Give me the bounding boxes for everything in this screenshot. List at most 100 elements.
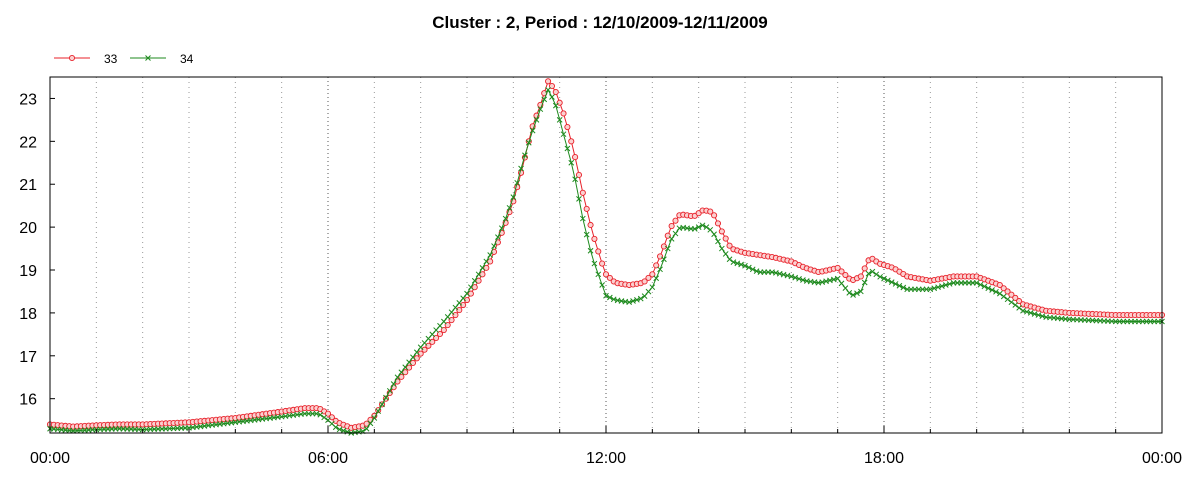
- data-point: [850, 292, 856, 298]
- data-point: [718, 245, 725, 252]
- data-point: [834, 275, 841, 282]
- data-point: [599, 282, 605, 288]
- data-point: [645, 274, 652, 281]
- data-point: [842, 285, 849, 291]
- data-point: [487, 252, 494, 258]
- data-point: [328, 414, 335, 421]
- data-point: [522, 152, 528, 159]
- data-point: [421, 346, 428, 353]
- data-point: [661, 256, 667, 263]
- data-point: [660, 243, 667, 250]
- y-tick-label: 22: [19, 134, 37, 151]
- data-point: [703, 224, 710, 230]
- x-tick-label: 12:00: [586, 450, 626, 467]
- data-point: [634, 296, 640, 303]
- x-tick-label: 00:00: [30, 450, 70, 467]
- data-point: [668, 222, 675, 230]
- data-point: [502, 215, 509, 222]
- data-point: [1012, 294, 1019, 301]
- data-point: [379, 401, 385, 408]
- data-point: [336, 426, 343, 433]
- data-point: [467, 290, 474, 297]
- data-point: [881, 275, 887, 282]
- data-point: [572, 176, 578, 183]
- data-point: [552, 102, 559, 109]
- data-point: [324, 410, 332, 417]
- data-point: [572, 154, 579, 161]
- series-layer: [46, 78, 1166, 436]
- data-point: [402, 364, 409, 371]
- data-point: [649, 284, 656, 291]
- data-point: [888, 279, 895, 286]
- data-point: [730, 259, 737, 266]
- data-point: [834, 264, 841, 271]
- data-point: [672, 217, 679, 224]
- data-point: [344, 428, 351, 435]
- data-point: [1004, 288, 1011, 295]
- data-point: [715, 238, 721, 245]
- data-point: [545, 87, 551, 93]
- data-point: [487, 258, 494, 265]
- data-point: [548, 83, 555, 90]
- y-tick-label: 21: [19, 177, 37, 194]
- data-point: [460, 301, 467, 309]
- grid-lines: [95, 77, 1117, 433]
- data-point: [591, 260, 598, 267]
- data-point: [456, 300, 463, 306]
- data-point: [390, 381, 397, 387]
- data-point: [607, 294, 613, 301]
- data-point: [456, 306, 463, 314]
- data-point: [672, 230, 679, 237]
- data-point: [491, 243, 497, 249]
- data-point: [440, 318, 447, 325]
- data-point: [664, 245, 671, 252]
- legend-marker: [145, 55, 151, 61]
- data-point: [1012, 302, 1019, 308]
- data-point: [595, 248, 602, 255]
- data-point: [560, 131, 567, 138]
- data-point: [460, 295, 466, 302]
- data-point: [722, 251, 729, 257]
- data-point: [402, 369, 409, 376]
- x-tick-label: 18:00: [864, 450, 904, 467]
- data-point: [749, 266, 756, 273]
- data-point: [525, 139, 532, 146]
- data-point: [691, 226, 698, 232]
- data-point: [483, 258, 490, 265]
- data-point: [668, 236, 675, 242]
- data-point: [657, 266, 663, 273]
- data-point: [468, 284, 474, 291]
- data-point: [549, 94, 555, 100]
- data-point: [630, 298, 636, 304]
- data-point: [707, 208, 714, 215]
- data-point: [398, 373, 405, 380]
- data-point: [714, 220, 722, 227]
- data-point: [861, 279, 868, 286]
- data-point: [796, 275, 802, 282]
- data-point: [514, 179, 521, 186]
- data-point: [413, 355, 420, 362]
- data-point: [340, 427, 347, 434]
- data-point: [575, 171, 583, 178]
- data-point: [363, 420, 370, 427]
- data-point: [885, 277, 891, 284]
- data-point: [842, 271, 849, 279]
- y-tick-label: 23: [19, 91, 37, 108]
- data-point: [479, 265, 486, 271]
- data-point: [479, 271, 486, 278]
- y-tick-label: 20: [19, 220, 37, 237]
- data-point: [587, 247, 594, 254]
- data-point: [711, 212, 718, 219]
- data-point: [603, 292, 609, 299]
- data-point: [606, 274, 613, 281]
- data-point: [448, 309, 455, 316]
- data-point: [568, 138, 575, 145]
- data-point: [413, 349, 420, 356]
- data-point: [475, 271, 482, 278]
- data-point: [892, 281, 899, 287]
- data-point: [579, 189, 586, 196]
- data-point: [857, 288, 864, 295]
- series-33: [46, 78, 1166, 431]
- data-point: [537, 106, 544, 113]
